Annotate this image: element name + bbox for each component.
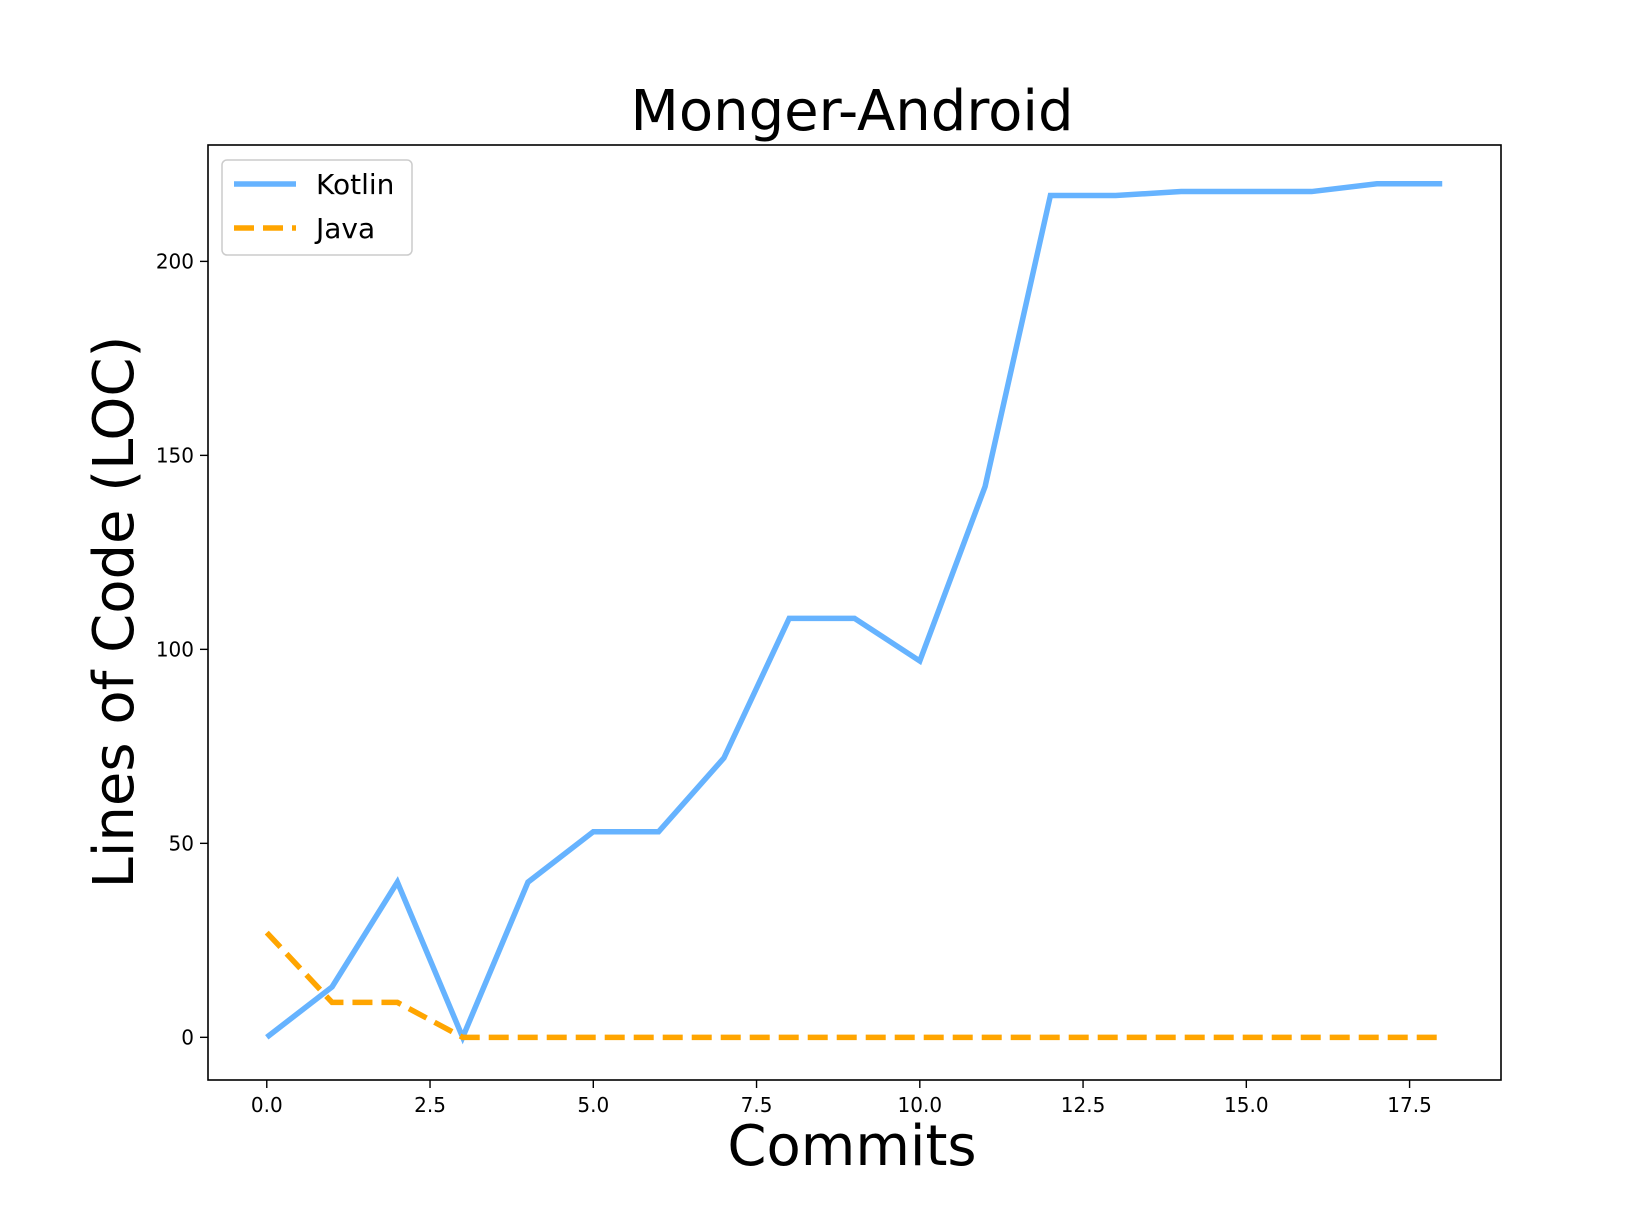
x-tick-label: 0.0 xyxy=(251,1093,283,1117)
x-tick-label: 2.5 xyxy=(414,1093,446,1117)
x-axis: 0.0 2.5 5.0 7.5 10.0 12.5 15.0 17.5 xyxy=(251,1080,1432,1117)
y-tick-label: 150 xyxy=(156,443,194,467)
y-axis: 0 50 100 150 200 xyxy=(156,249,208,1049)
x-tick-label: 10.0 xyxy=(898,1093,943,1117)
plot-area xyxy=(264,181,1443,1045)
x-tick-label: 7.5 xyxy=(741,1093,773,1117)
x-tick-label: 5.0 xyxy=(577,1093,609,1117)
series-line-kotlin xyxy=(265,181,1443,1045)
legend-label-kotlin: Kotlin xyxy=(316,168,394,201)
legend-label-java: Java xyxy=(314,212,375,245)
x-axis-label: Commits xyxy=(727,1114,976,1179)
plot-frame xyxy=(207,144,1502,1081)
x-tick-label: 17.5 xyxy=(1387,1093,1432,1117)
x-tick-label: 12.5 xyxy=(1061,1093,1106,1117)
chart-title: Monger-Android xyxy=(631,79,1074,144)
y-axis-label: Lines of Code (LOC) xyxy=(82,336,147,889)
y-tick-label: 50 xyxy=(169,831,194,855)
y-tick-label: 100 xyxy=(156,637,194,661)
legend: Kotlin Java xyxy=(221,159,413,256)
y-tick-label: 0 xyxy=(181,1025,194,1049)
x-tick-label: 15.0 xyxy=(1224,1093,1269,1117)
series-line-java xyxy=(264,930,1443,1041)
y-tick-label: 200 xyxy=(156,249,194,273)
